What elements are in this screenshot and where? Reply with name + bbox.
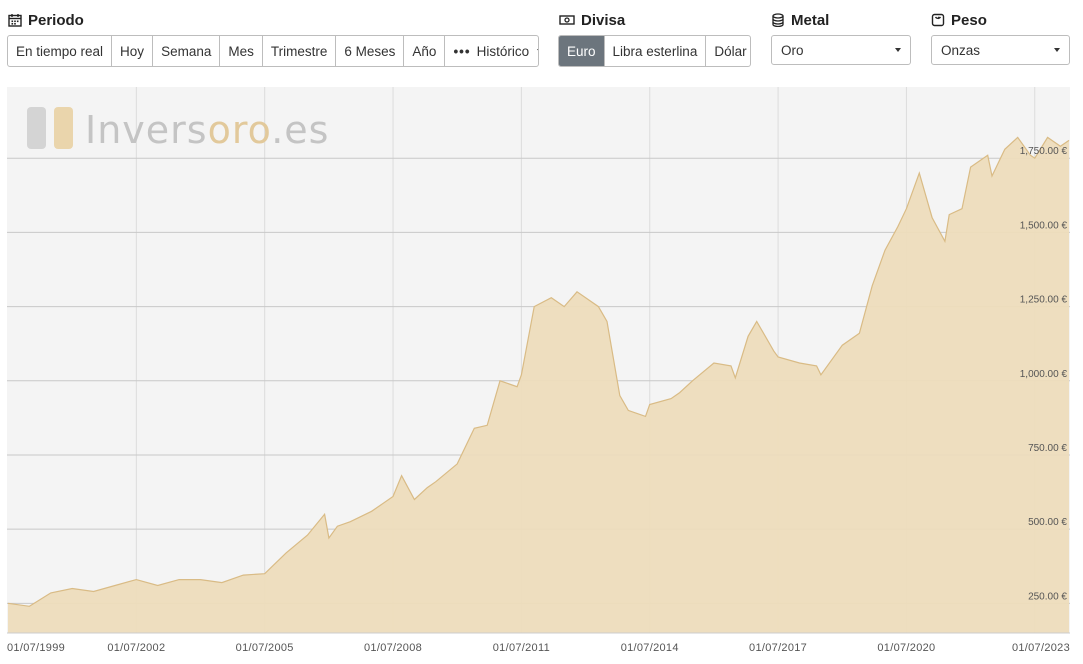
period-month-button[interactable]: Mes xyxy=(220,36,263,66)
x-tick-label: 01/07/2014 xyxy=(621,642,679,654)
period-today-button[interactable]: Hoy xyxy=(112,36,154,66)
price-chart: Inversoro.es 250.00 € 500.00 € 750.00 € 1,0… xyxy=(7,87,1070,654)
watermark-part3: .es xyxy=(271,108,329,152)
price-area xyxy=(8,137,1069,633)
x-tick-label: 01/07/2020 xyxy=(877,642,935,654)
y-tick-label: 500.00 € xyxy=(1028,517,1067,528)
watermark-gray-bar xyxy=(27,107,46,149)
divisa-group: Divisa xyxy=(559,8,625,32)
metal-group: Metal xyxy=(771,8,829,32)
x-tick-label: 01/07/2002 xyxy=(107,642,165,654)
y-tick-label: 750.00 € xyxy=(1028,443,1067,454)
watermark-text: Inversoro.es xyxy=(85,108,329,152)
peso-title: Peso xyxy=(951,11,987,29)
watermark-gold-bar xyxy=(54,107,73,149)
y-tick-label: 1,500.00 € xyxy=(1020,220,1068,231)
period-quarter-button[interactable]: Trimestre xyxy=(263,36,337,66)
period-year-button[interactable]: Año xyxy=(404,36,446,66)
peso-select[interactable]: Onzas xyxy=(931,35,1070,65)
periodo-title: Periodo xyxy=(28,11,84,29)
peso-value: Onzas xyxy=(941,42,981,58)
period-week-button[interactable]: Semana xyxy=(153,36,221,66)
x-tick-label: 01/07/1999 xyxy=(7,642,65,654)
y-tick-label: 1,000.00 € xyxy=(1020,369,1068,380)
periodo-buttons: En tiempo real Hoy Semana Mes Trimestre … xyxy=(7,35,539,67)
x-tick-label: 01/07/2011 xyxy=(493,642,550,654)
historico-label: Histórico xyxy=(476,43,530,59)
x-tick-label: 01/07/2008 xyxy=(364,642,422,654)
caret-down-icon xyxy=(1054,48,1060,52)
watermark-part1: Invers xyxy=(85,108,208,152)
more-dots-icon: ••• xyxy=(453,43,471,59)
watermark: Inversoro.es xyxy=(27,107,329,152)
x-tick-label: 01/07/2005 xyxy=(236,642,294,654)
x-tick-label: 01/07/2023 xyxy=(1012,642,1070,654)
coins-icon xyxy=(772,13,784,27)
period-realtime-button[interactable]: En tiempo real xyxy=(8,36,113,66)
scale-icon xyxy=(931,13,945,27)
period-6months-button[interactable]: 6 Meses xyxy=(336,36,405,66)
divisa-buttons: Euro Libra esterlina Dólar xyxy=(558,35,751,67)
currency-euro-button[interactable]: Euro xyxy=(559,36,605,66)
x-tick-label: 01/07/2017 xyxy=(749,642,807,654)
watermark-part2: oro xyxy=(208,108,272,152)
currency-dollar-button[interactable]: Dólar xyxy=(714,43,747,59)
y-tick-label: 250.00 € xyxy=(1028,591,1067,602)
y-tick-label: 1,250.00 € xyxy=(1020,295,1068,306)
caret-down-icon xyxy=(537,49,538,53)
period-historico-dropdown[interactable]: ••• Histórico xyxy=(445,36,538,66)
metal-select[interactable]: Oro xyxy=(771,35,911,65)
divisa-title: Divisa xyxy=(581,11,626,29)
calendar-icon xyxy=(8,14,22,27)
caret-down-icon xyxy=(895,48,901,52)
y-tick-label: 1,750.00 € xyxy=(1020,146,1068,157)
metal-value: Oro xyxy=(781,42,804,58)
price-line xyxy=(7,136,1070,607)
peso-group: Peso xyxy=(931,8,987,32)
banknote-icon xyxy=(559,15,575,25)
periodo-group: Periodo xyxy=(8,8,84,32)
metal-title: Metal xyxy=(791,11,830,29)
currency-pound-button[interactable]: Libra esterlina xyxy=(605,36,707,66)
